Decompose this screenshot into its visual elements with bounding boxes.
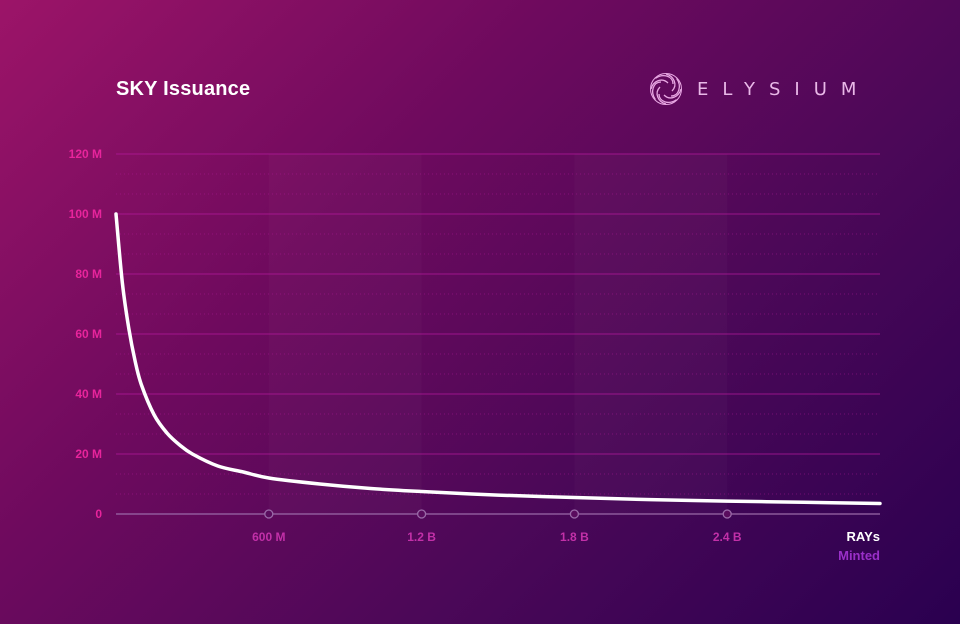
x-tick-marker: [569, 509, 580, 519]
x-tick-label: 2.4 B: [713, 530, 742, 544]
y-tick-label: 0: [95, 507, 102, 521]
y-tick-label: 100 M: [69, 207, 102, 221]
x-tick-label: 1.2 B: [407, 530, 436, 544]
gridlines: [116, 153, 880, 495]
y-tick-label: 80 M: [75, 267, 102, 281]
brand-name: ELYSIUM: [697, 78, 871, 100]
x-tick-marker: [722, 509, 732, 519]
x-axis-label-line1: RAYs: [847, 529, 880, 544]
x-axis-ticks: 600 M 1.2 B 1.8 B 2.4 B: [252, 530, 742, 544]
x-axis-label-line2: Minted: [838, 548, 880, 563]
y-tick-label: 60 M: [75, 327, 102, 341]
brand-logo: ELYSIUM: [649, 72, 870, 106]
x-tick-marker: [416, 509, 427, 519]
series-line: [114, 212, 882, 506]
y-tick-label: 40 M: [75, 387, 102, 401]
x-tick-label: 600 M: [252, 530, 285, 544]
y-tick-label: 120 M: [69, 147, 102, 161]
y-tick-label: 20 M: [75, 447, 102, 461]
x-tick-label: 1.8 B: [560, 530, 589, 544]
elysium-swirl-icon: [650, 73, 682, 105]
chart-title: SKY Issuance: [116, 78, 251, 100]
x-tick-marker: [264, 509, 274, 519]
y-axis-ticks: 0 20 M 40 M 60 M 80 M 100 M 120 M: [69, 147, 103, 521]
x-axis: [116, 509, 880, 519]
